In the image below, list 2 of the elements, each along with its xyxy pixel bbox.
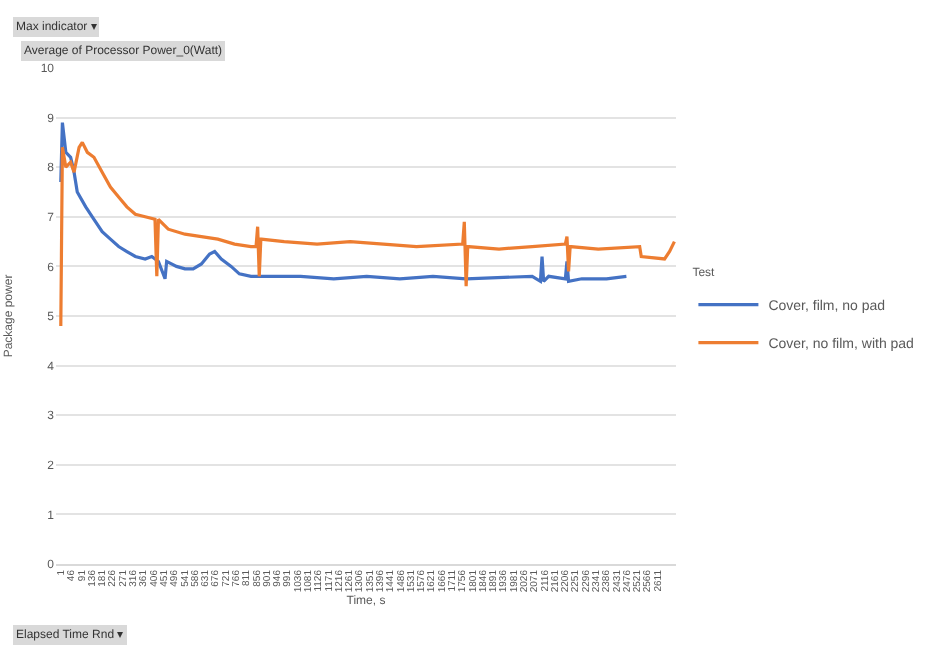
line-series — [59, 120, 628, 283]
line-series — [59, 140, 676, 328]
